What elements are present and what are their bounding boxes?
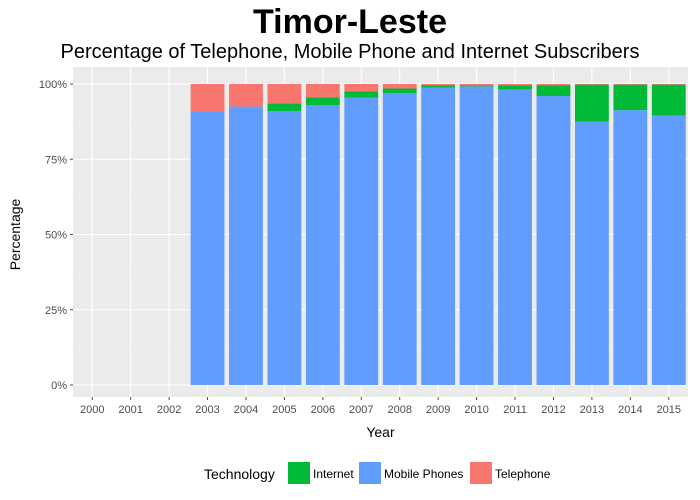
bar-telephone [498, 84, 532, 86]
bar-telephone [651, 84, 686, 85]
bar-internet [267, 103, 302, 112]
bar-mobile-phones [190, 111, 225, 385]
bar-mobile-phones [421, 87, 456, 385]
legend-label: Telephone [495, 467, 551, 481]
bar-internet [651, 84, 686, 116]
x-tick-label: 2012 [541, 404, 565, 416]
bar-telephone [382, 84, 417, 89]
bar-telephone [267, 84, 302, 104]
bar-mobile-phones [344, 97, 379, 386]
bar-internet [305, 97, 340, 106]
bar-telephone [459, 84, 494, 86]
x-tick-label: 2010 [464, 404, 488, 416]
y-axis-title: Percentage [7, 198, 23, 270]
bar-telephone [421, 84, 456, 86]
bar-mobile-phones [229, 106, 263, 385]
y-tick-label: 100% [39, 79, 67, 91]
bar-telephone [536, 84, 571, 86]
x-tick-label: 2000 [80, 404, 104, 416]
y-tick-label: 0% [51, 380, 67, 392]
legend-label: Internet [313, 467, 354, 481]
x-tick-label: 2013 [580, 404, 604, 416]
bar-internet [498, 85, 532, 90]
legend-key [359, 462, 381, 484]
legend-key [288, 462, 310, 484]
chart-title: Timor-Leste [253, 3, 447, 41]
bar-mobile-phones [574, 121, 609, 385]
x-tick-label: 2001 [118, 404, 142, 416]
legend-key [470, 462, 492, 484]
bar-mobile-phones [498, 89, 532, 385]
x-tick-label: 2015 [657, 404, 681, 416]
x-tick-label: 2011 [503, 404, 527, 416]
legend-label: Mobile Phones [384, 467, 463, 481]
bar-mobile-phones [651, 115, 686, 385]
y-tick-label: 50% [45, 230, 67, 242]
x-tick-label: 2008 [387, 404, 411, 416]
x-axis-title: Year [366, 424, 395, 440]
bar-internet [574, 84, 609, 122]
legend-title: Technology [204, 466, 275, 482]
x-tick-label: 2004 [234, 404, 258, 416]
bar-internet [344, 91, 379, 98]
x-tick-label: 2007 [349, 404, 373, 416]
bar-internet [421, 85, 456, 88]
bar-mobile-phones [459, 86, 494, 386]
chart-subtitle: Percentage of Telephone, Mobile Phone an… [60, 41, 640, 63]
bar-mobile-phones [382, 93, 417, 385]
bar-telephone [305, 84, 340, 98]
bar-mobile-phones [305, 105, 340, 385]
bar-internet [536, 85, 571, 97]
y-tick-label: 25% [45, 305, 67, 317]
bar-telephone [229, 84, 263, 107]
bar-telephone [613, 84, 648, 85]
x-tick-label: 2002 [157, 404, 181, 416]
bar-mobile-phones [267, 111, 302, 385]
bar-internet [382, 88, 417, 94]
bar-mobile-phones [613, 110, 648, 385]
x-tick-label: 2009 [426, 404, 450, 416]
bar-telephone [344, 84, 379, 92]
bar-internet [459, 85, 494, 87]
bar-internet [613, 84, 648, 111]
x-tick-label: 2003 [195, 404, 219, 416]
y-tick-label: 75% [45, 154, 67, 166]
x-tick-label: 2005 [272, 404, 296, 416]
bar-telephone [190, 84, 225, 112]
x-tick-label: 2014 [618, 404, 642, 416]
x-tick-label: 2006 [311, 404, 335, 416]
bar-telephone [574, 84, 609, 85]
bar-mobile-phones [536, 96, 571, 385]
